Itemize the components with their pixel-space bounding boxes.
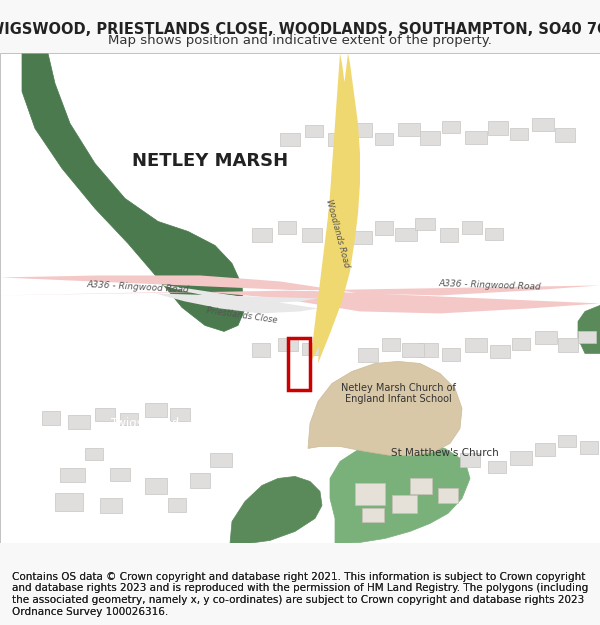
Bar <box>375 221 393 236</box>
Bar <box>555 129 575 142</box>
Bar <box>252 229 272 242</box>
Bar <box>535 444 555 456</box>
Text: A336 - Ringwood Road: A336 - Ringwood Road <box>439 279 541 292</box>
Bar <box>100 499 122 514</box>
Bar <box>532 119 554 131</box>
Bar <box>418 344 438 357</box>
Bar <box>578 331 596 344</box>
Bar <box>395 229 417 241</box>
Bar <box>438 489 458 504</box>
Bar <box>190 474 210 489</box>
Bar <box>558 436 576 447</box>
Bar <box>42 411 60 426</box>
Bar <box>252 344 270 357</box>
Bar <box>302 344 320 356</box>
Text: Twigs Wood: Twigs Wood <box>111 417 179 430</box>
Text: A336 - Ringwood Road: A336 - Ringwood Road <box>86 280 190 294</box>
Bar <box>535 331 557 344</box>
Bar <box>352 231 372 244</box>
Polygon shape <box>330 441 470 543</box>
Polygon shape <box>22 53 244 331</box>
Polygon shape <box>155 284 318 314</box>
Text: Map shows position and indicative extent of the property.: Map shows position and indicative extent… <box>108 34 492 48</box>
Bar <box>110 469 130 481</box>
Bar <box>358 349 378 362</box>
Bar <box>485 229 503 241</box>
Bar <box>328 221 346 234</box>
Text: Contains OS data © Crown copyright and database right 2021. This information is : Contains OS data © Crown copyright and d… <box>12 572 588 617</box>
Bar <box>465 131 487 144</box>
Bar <box>68 416 90 429</box>
Bar <box>510 451 532 466</box>
Text: St Matthew's Church: St Matthew's Church <box>391 449 499 459</box>
Bar <box>488 461 506 474</box>
Bar <box>302 229 322 242</box>
Bar <box>440 229 458 242</box>
Bar <box>415 219 435 231</box>
Bar <box>558 339 578 352</box>
Bar <box>375 134 393 146</box>
Polygon shape <box>578 306 600 354</box>
Bar <box>420 131 440 146</box>
Bar <box>280 134 300 146</box>
Bar <box>490 346 510 358</box>
Bar <box>398 124 420 136</box>
Bar <box>442 121 460 134</box>
Text: NETLEY MARSH: NETLEY MARSH <box>132 152 288 171</box>
Polygon shape <box>310 53 360 363</box>
Text: Contains OS data © Crown copyright and database right 2021. This information is : Contains OS data © Crown copyright and d… <box>12 572 588 617</box>
Bar <box>392 496 417 514</box>
Bar <box>362 509 384 522</box>
Bar <box>278 339 298 351</box>
Polygon shape <box>308 361 462 456</box>
Bar <box>460 454 480 468</box>
Bar <box>210 454 232 468</box>
Bar <box>278 221 296 234</box>
Text: Woodlands Road: Woodlands Road <box>325 198 352 269</box>
Bar <box>95 409 115 421</box>
Text: TWIGSWOOD, PRIESTLANDS CLOSE, WOODLANDS, SOUTHAMPTON, SO40 7GD: TWIGSWOOD, PRIESTLANDS CLOSE, WOODLANDS,… <box>0 22 600 37</box>
Bar <box>145 404 167 418</box>
Bar <box>85 449 103 461</box>
Polygon shape <box>0 276 600 314</box>
Bar <box>488 121 508 136</box>
Bar <box>328 134 350 146</box>
Bar <box>462 221 482 234</box>
Bar <box>170 409 190 421</box>
Bar <box>168 499 186 512</box>
Bar <box>580 441 598 454</box>
Bar <box>60 469 85 482</box>
Text: Priestlands Close: Priestlands Close <box>206 306 278 325</box>
Bar <box>512 339 530 351</box>
Bar <box>352 124 372 138</box>
Bar <box>120 414 138 426</box>
Bar <box>410 479 432 494</box>
Bar <box>145 479 167 494</box>
Bar <box>55 494 83 511</box>
Bar <box>382 339 400 351</box>
Bar <box>442 349 460 361</box>
Bar <box>305 126 323 138</box>
Bar <box>465 339 487 352</box>
Text: Netley Marsh Church of
England Infant School: Netley Marsh Church of England Infant Sc… <box>341 382 455 404</box>
Bar <box>510 129 528 141</box>
Bar <box>355 484 385 506</box>
Polygon shape <box>230 476 322 543</box>
Bar <box>402 344 424 357</box>
Bar <box>288 339 310 391</box>
